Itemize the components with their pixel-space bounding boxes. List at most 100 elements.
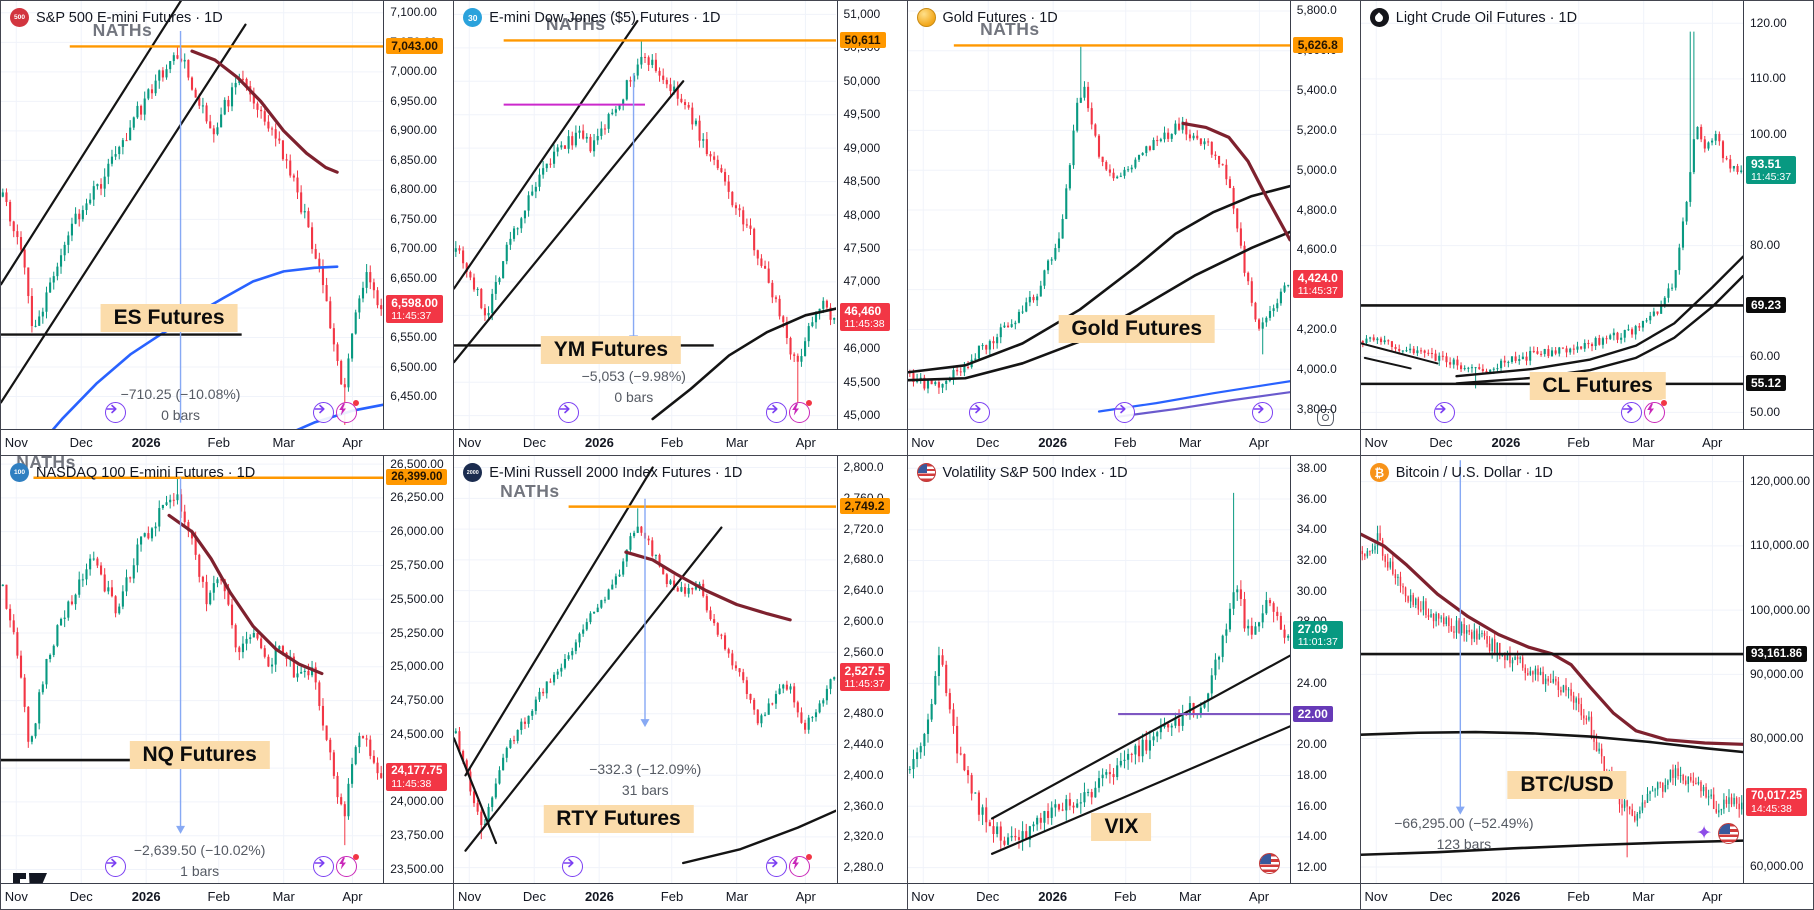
price-scale-settings-gear-icon[interactable] [1316,409,1334,426]
price-tick-label: 24,500.00 [390,726,444,741]
price-axis[interactable]: 2,800.02,760.02,720.02,680.02,640.02,600… [836,456,907,883]
symbol-title-row[interactable]: 30 E-mini Dow Jones ($5) Futures · 1D [463,8,721,27]
symbol-callout-label[interactable]: YM Futures [540,335,682,364]
symbol-title[interactable]: Light Crude Oil Futures · 1D [1395,9,1578,26]
nath-text-annotation[interactable]: NATHs [980,19,1040,40]
time-axis[interactable]: Nov Dec 2026 Feb Mar Apr [1360,883,1813,909]
chart-plot-area[interactable]: 500 S&P 500 E-mini Futures · 1D NATHs ES … [1,1,383,429]
scroll-to-recent-icon[interactable] [1114,402,1136,424]
time-axis[interactable]: Nov Dec 2026 Feb Mar Apr [454,883,907,909]
price-tick-label: 14.00 [1296,829,1327,844]
symbol-callout-label[interactable]: BTC/USD [1507,770,1627,799]
price-tick-label: 4,200.0 [1296,321,1337,336]
price-axis[interactable]: 120.00 110.00 100.00 80.00 60.00 50.00 93.51 11… [1743,1,1813,429]
symbol-number-badge-icon: 100 [10,463,29,482]
symbol-title-row[interactable]: ₿ Bitcoin / U.S. Dollar · 1D [1369,463,1553,482]
symbol-title[interactable]: NASDAQ 100 E-mini Futures · 1D [36,464,256,481]
scroll-to-recent-icon[interactable] [312,402,335,424]
alerts-lightning-icon[interactable] [1643,399,1668,424]
symbol-title[interactable]: Volatility S&P 500 Index · 1D [942,464,1128,481]
chart-plot-area[interactable]: Gold Futures · 1D NATHs Gold Futures [907,1,1290,429]
symbol-title-row[interactable]: 2000 E-Mini Russell 2000 Index Futures ·… [463,463,742,482]
time-axis[interactable]: Nov Dec 2026 Feb Mar Apr [1,883,454,909]
symbol-callout-label[interactable]: RTY Futures [543,804,694,833]
chart-panel-gold: Gold Futures · 1D NATHs Gold Futures 5,80… [907,1,1361,456]
nath-text-annotation[interactable]: NATHs [500,480,560,501]
scroll-to-recent-icon[interactable] [104,402,127,424]
date-label: Nov [911,889,935,904]
scroll-to-recent-icon[interactable] [1433,402,1456,424]
price-axis[interactable]: 51,00050,50050,00049,50049,00048,50048,0… [836,1,907,429]
alerts-lightning-icon[interactable] [335,853,360,878]
chart-plot-area[interactable]: 2000 E-Mini Russell 2000 Index Futures ·… [454,456,837,883]
chart-plot-area[interactable]: 100 NASDAQ 100 E-mini Futures · 1D NATHs… [1,456,383,894]
chart-plot-area[interactable]: Light Crude Oil Futures · 1D CL Futures [1360,1,1743,429]
symbol-title[interactable]: Bitcoin / U.S. Dollar · 1D [1395,464,1553,481]
price-flag-time: 11:45:37 [391,309,432,322]
symbol-callout-label[interactable]: CL Futures [1529,372,1666,401]
time-axis[interactable]: Nov Dec 2026 Feb Mar Apr [1360,429,1813,455]
measure-stats[interactable]: −332.3 (−12.09%) 31 bars [589,761,701,798]
candlestick-chart [1,456,383,883]
price-tick-label: 50,000 [843,73,881,88]
scroll-to-recent-icon[interactable] [766,402,788,424]
symbol-callout-label[interactable]: VIX [1091,813,1152,842]
price-tick-label: 2,800.0 [843,460,884,475]
measure-stats[interactable]: −710.25 (−10.08%) 0 bars [121,386,241,423]
price-tick-label: 80.00 [1750,238,1781,253]
measure-stats[interactable]: −2,639.50 (−10.02%) 1 bars [134,842,266,879]
symbol-title-row[interactable]: 100 NASDAQ 100 E-mini Futures · 1D [10,463,255,482]
symbol-callout-label[interactable]: NQ Futures [129,740,270,769]
alerts-lightning-icon[interactable] [788,853,813,878]
sparkle-icon[interactable]: ✦ [1696,822,1712,844]
alerts-lightning-icon[interactable] [788,399,813,424]
scroll-to-recent-icon[interactable] [104,856,127,878]
date-label: Feb [1114,889,1137,904]
nath-text-annotation[interactable]: NATHs [545,14,606,35]
time-axis[interactable]: Nov Dec 2026 Feb Mar Apr [907,429,1360,455]
price-axis[interactable]: 5,800.05,600.05,400.05,200.05,000.04,800… [1289,1,1360,429]
flag-circle-icon[interactable] [1259,852,1281,875]
symbol-title-row[interactable]: Light Crude Oil Futures · 1D [1369,8,1578,27]
date-label: 2026 [1491,889,1521,904]
time-axis[interactable]: Nov Dec 2026 Feb Mar Apr [454,429,907,455]
flag-circle-icon[interactable] [1718,822,1740,845]
chart-plot-area[interactable]: 30 E-mini Dow Jones ($5) Futures · 1D NA… [454,1,837,429]
time-axis[interactable]: Nov Dec 2026 Feb Mar Apr [1,429,454,455]
time-axis[interactable]: Nov Dec 2026 Feb Mar Apr [907,883,1360,909]
measure-stats[interactable]: −66,295.00 (−52.49%) 123 bars [1394,815,1533,852]
symbol-title[interactable]: Gold Futures · 1D [942,9,1058,26]
symbol-title[interactable]: E-mini Dow Jones ($5) Futures · 1D [489,9,721,26]
price-tick-label: 4,600.0 [1296,242,1337,257]
price-tick-label: 2,640.0 [843,583,884,598]
symbol-callout-label[interactable]: Gold Futures [1058,315,1216,344]
price-axis[interactable]: 7,100.007,050.007,000.006,950.006,900.00… [383,1,454,429]
scroll-to-recent-icon[interactable] [312,856,335,878]
symbol-title[interactable]: E-Mini Russell 2000 Index Futures · 1D [489,464,743,481]
scroll-to-recent-icon[interactable] [1251,402,1274,424]
alerts-lightning-icon[interactable] [335,399,360,424]
scroll-to-recent-icon[interactable] [969,402,991,424]
price-axis[interactable]: 120,000.00 110,000.00 100,000.00 90,000.00 8… [1743,456,1813,883]
measure-stats[interactable]: −5,053 (−9.98%) 0 bars [582,368,686,405]
symbol-title-row[interactable]: Volatility S&P 500 Index · 1D [916,463,1128,482]
price-tick-label: 23,500.00 [390,861,444,876]
price-axis[interactable]: 26,500.00 26,250.00 26,000.00 25,750.00 25,5… [383,456,454,883]
price-flag-label: 2,527.5 11:45:37 [839,662,890,691]
scroll-to-recent-icon[interactable] [557,402,580,424]
chart-plot-area[interactable]: Volatility S&P 500 Index · 1D VIX [907,456,1290,883]
symbol-title-row[interactable]: Gold Futures · 1D [916,8,1058,27]
scroll-to-recent-icon[interactable] [561,856,584,878]
scroll-to-recent-icon[interactable] [1620,402,1643,424]
symbol-title[interactable]: S&P 500 E-mini Futures · 1D [36,9,223,26]
symbol-title-row[interactable]: 500 S&P 500 E-mini Futures · 1D [10,8,223,27]
price-tick-label: 2,320.0 [843,829,884,844]
date-label: 2026 [584,889,614,904]
symbol-callout-label[interactable]: ES Futures [100,303,238,332]
price-axis[interactable]: 38.0036.0034.0032.0030.0028.0024.0020.00… [1289,456,1360,883]
chart-plot-area[interactable]: ₿ Bitcoin / U.S. Dollar · 1D BTC/USD −66,… [1360,456,1743,883]
scroll-to-recent-icon[interactable] [766,856,788,878]
nath-text-annotation[interactable]: NATHs [16,456,76,472]
date-label: Feb [660,435,684,450]
nath-text-annotation[interactable]: NATHs [92,20,153,41]
